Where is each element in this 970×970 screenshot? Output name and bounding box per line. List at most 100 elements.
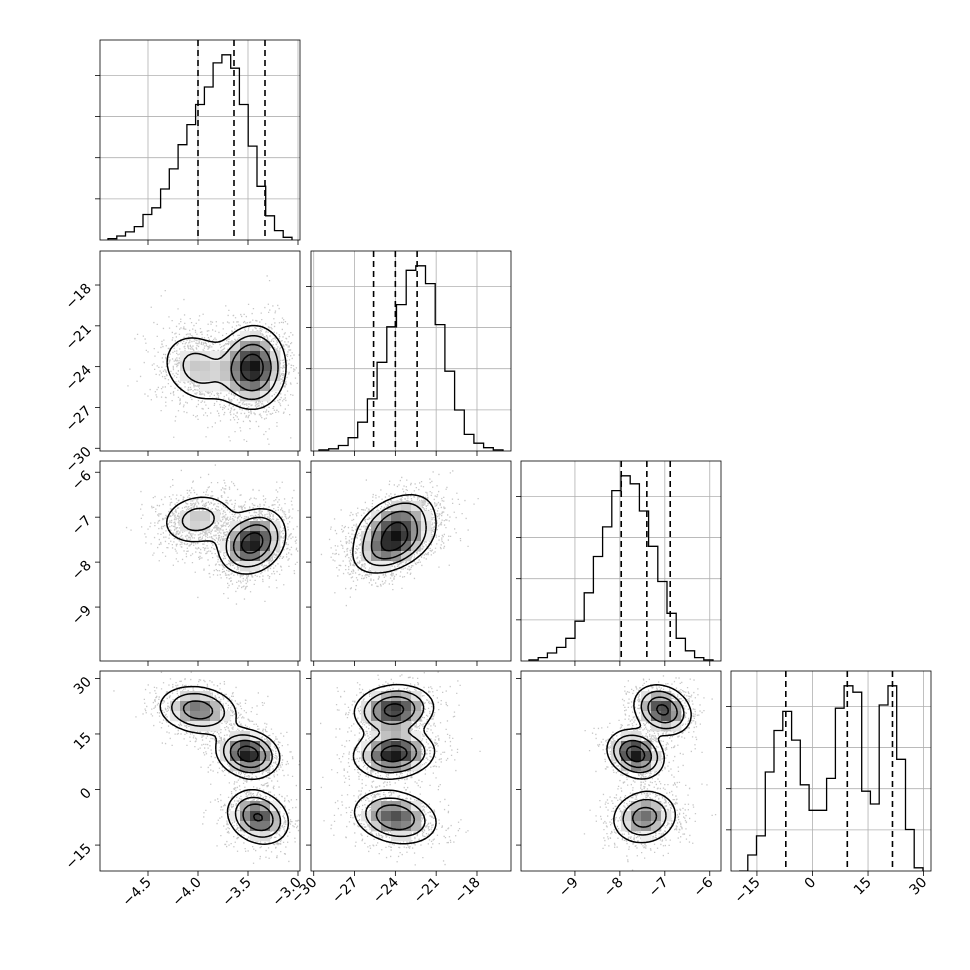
density-cell [260, 761, 271, 772]
density-cell [220, 361, 231, 372]
histogram-panel-1 [311, 251, 511, 451]
density-cell [180, 511, 191, 522]
contour-line [380, 521, 409, 552]
density-cell [641, 701, 652, 712]
density-cell [611, 751, 622, 762]
density-cell [180, 711, 191, 722]
density-cell [381, 761, 392, 772]
density-cell [260, 351, 271, 362]
density-cell [270, 351, 281, 362]
density-cell [361, 711, 372, 722]
density-cell [250, 731, 261, 742]
contour-line [240, 532, 264, 554]
density-cell [391, 511, 402, 522]
contour-line [181, 507, 279, 568]
density-cell [210, 711, 221, 722]
density-cell [260, 341, 271, 352]
density-cell [401, 701, 412, 712]
density-cell [381, 561, 392, 572]
histogram-step [107, 54, 293, 240]
panel-frame [99, 250, 301, 452]
contour-line [606, 684, 692, 844]
density-cell [210, 371, 221, 382]
contour-line [165, 496, 287, 575]
density-cell [641, 711, 652, 722]
density-cell [270, 381, 281, 392]
y-tick-label: −9 [69, 603, 95, 629]
contour-line [362, 502, 427, 567]
density-cell [411, 741, 422, 752]
density-cell [401, 711, 412, 722]
density-cell [260, 821, 271, 832]
density-cell [240, 801, 251, 812]
x-tick-label: −9 [556, 875, 582, 901]
density-cell [381, 741, 392, 752]
density-cell [250, 531, 261, 542]
density-cell [230, 761, 241, 772]
density-cell [611, 741, 622, 752]
density-cell [270, 811, 281, 822]
density-cell [240, 541, 251, 552]
density-cell [361, 751, 372, 762]
density-cell [250, 541, 261, 552]
density-cell [250, 761, 261, 772]
density-cell [621, 761, 632, 772]
density-cell [371, 721, 382, 732]
density-cell [381, 541, 392, 552]
density-cell [190, 371, 201, 382]
density-cell [230, 541, 241, 552]
histogram-step [318, 265, 504, 451]
density-panel-3-2 [583, 675, 717, 871]
density-cell [391, 811, 402, 822]
y-tick-label: −18 [63, 281, 95, 313]
density-cell [391, 501, 402, 512]
density-cell [240, 331, 251, 342]
density-cell [401, 721, 412, 732]
x-tick-label: −8 [601, 875, 627, 901]
density-cell [361, 541, 372, 552]
panel-frame [520, 670, 722, 872]
x-tick-label: 15 [851, 875, 875, 899]
density-cell [401, 531, 412, 542]
density-cell [391, 821, 402, 832]
density-panel-1-0 [127, 275, 300, 445]
panel-frame [99, 39, 301, 241]
density-cell [631, 801, 642, 812]
density-cell [240, 381, 251, 392]
density-cell [401, 731, 412, 742]
density-cell [260, 361, 271, 372]
density-cell [180, 351, 191, 362]
density-cell [631, 811, 642, 822]
density-cell [381, 691, 392, 702]
density-cell [401, 521, 412, 532]
panel-frame [99, 670, 301, 872]
density-cell [371, 761, 382, 772]
density-cell [411, 751, 422, 762]
density-cell [391, 531, 402, 542]
density-cell [651, 801, 662, 812]
density-cell [230, 531, 241, 542]
x-tick-label: −3.5 [219, 875, 254, 910]
density-cell [381, 751, 392, 762]
density-cell [220, 371, 231, 382]
density-cell [391, 541, 402, 552]
y-tick-label: −7 [69, 513, 95, 539]
density-cell [250, 551, 261, 562]
y-tick-label: −24 [63, 362, 95, 394]
density-cell [200, 711, 211, 722]
contour-line [182, 334, 279, 401]
density-cell [661, 721, 672, 732]
density-cell [411, 821, 422, 832]
panel-frame [99, 460, 301, 662]
density-cell [641, 801, 652, 812]
density-cell [260, 811, 271, 822]
density-cell [371, 701, 382, 712]
density-cell [170, 701, 181, 712]
density-cell [260, 521, 271, 532]
density-cell [401, 511, 412, 522]
density-cell [411, 811, 422, 822]
density-cell [260, 741, 271, 752]
density-cell [651, 691, 662, 702]
density-cell [250, 381, 261, 392]
density-cell [250, 801, 261, 812]
